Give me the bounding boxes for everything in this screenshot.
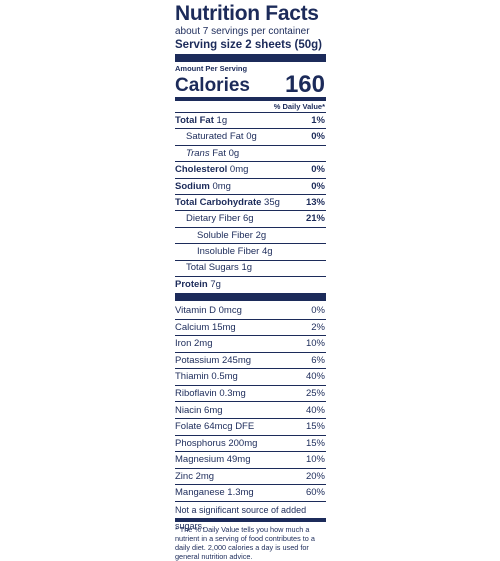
nutrient-name: Soluble Fiber (197, 229, 253, 241)
nutrient-row-sodium: Sodium 0mg 0% (175, 177, 326, 194)
nutrient-amount: 0mg (212, 180, 231, 192)
daily-value-footnote: * The % Daily Value tells you how much a… (175, 525, 315, 561)
vitamin-row: Magnesium 49mg 10% (175, 451, 326, 468)
nutrient-row-total-carbohydrate: Total Carbohydrate 35g 13% (175, 193, 326, 210)
vitamin-dv: 6% (311, 354, 325, 366)
vitamin-dv: 60% (305, 487, 325, 499)
nutrient-name: Total Carbohydrate (175, 196, 262, 208)
thick-divider (175, 292, 326, 301)
nutrient-row-total-fat: Total Fat 1g 1% (175, 112, 326, 128)
vitamin-dv: 15% (305, 437, 325, 449)
added-sugars-note: Not a significant source of added sugars… (175, 501, 326, 531)
daily-value-header: % Daily Value* (273, 102, 325, 111)
nutrient-row-saturated-fat: Saturated Fat 0g 0% (175, 128, 326, 144)
vitamin-name: Potassium 245mg (175, 354, 252, 366)
nutrient-name: Total Fat (175, 114, 214, 126)
vitamin-name: Phosphorus 200mg (175, 437, 258, 449)
vitamin-row: Folate 64mcg DFE 15% (175, 418, 326, 435)
nutrient-row-trans-fat: Trans Fat 0g (175, 144, 326, 161)
vitamin-dv: 25% (305, 387, 325, 399)
servings-per-container: about 7 servings per container (175, 26, 310, 37)
nutrient-amount: 7g (210, 279, 221, 291)
vitamin-row: Vitamin D 0mcg 0% (175, 303, 326, 319)
nutrient-dv: 1% (311, 114, 325, 126)
nutrient-amount: Fat 0g (212, 147, 240, 159)
vitamin-name: Magnesium 49mg (175, 454, 251, 466)
nutrient-name: Insoluble Fiber (197, 246, 260, 258)
vitamin-dv: 40% (305, 371, 325, 383)
vitamin-dv: 2% (311, 321, 325, 333)
vitamin-name: Folate 64mcg DFE (175, 421, 255, 433)
calories-value: 160 (284, 71, 325, 98)
nutrient-amount: 4g (261, 246, 273, 258)
nutrient-dv: 13% (305, 196, 325, 208)
nutrient-name: Sodium (175, 180, 210, 192)
vitamin-row: Iron 2mg 10% (175, 335, 326, 352)
nutrient-amount: 0mg (229, 164, 249, 176)
vitamins-list: Vitamin D 0mcg 0% Calcium 15mg 2% Iron 2mg 10… (175, 303, 326, 501)
nutrient-name: Total Sugars (186, 262, 239, 274)
vitamin-name: Iron 2mg (175, 338, 213, 350)
serving-size: Serving size 2 sheets (50g) (175, 39, 323, 51)
vitamin-name: Thiamin 0.5mg (175, 371, 238, 383)
vitamin-row: Niacin 6mg 40% (175, 401, 326, 418)
vitamin-row: Phosphorus 200mg 15% (175, 434, 326, 452)
label-title: Nutrition Facts (175, 2, 319, 25)
nutrient-row-protein: Protein 7g (175, 275, 326, 293)
nutrient-amount: 0g (246, 131, 257, 143)
vitamin-name: Riboflavin 0.3mg (175, 387, 246, 399)
calories-label: Calories (175, 75, 250, 96)
vitamin-row: Riboflavin 0.3mg 25% (175, 384, 326, 402)
nutrient-dv: 0% (311, 131, 325, 143)
vitamin-name: Niacin 6mg (175, 404, 223, 416)
nutrient-row-cholesterol: Cholesterol 0mg 0% (175, 161, 326, 177)
nutrient-dv: 0% (311, 180, 325, 192)
amount-per-serving: Amount Per Serving (175, 64, 248, 73)
vitamin-dv: 20% (305, 470, 325, 482)
nutrient-amount: 2g (255, 229, 267, 241)
nutrient-name: Dietary Fiber (186, 213, 241, 225)
nutrient-row-insoluble-fiber: Insoluble Fiber 4g (175, 243, 326, 259)
nutrient-name: Protein (175, 279, 208, 291)
nutrient-row-dietary-fiber: Dietary Fiber 6g 21% (175, 210, 326, 226)
nutrient-name: Trans (186, 147, 210, 159)
nutrient-amount: 1g (216, 114, 228, 126)
nutrient-dv: 21% (305, 213, 325, 225)
vitamin-dv: 10% (305, 338, 325, 350)
nutrient-amount: 6g (243, 213, 254, 225)
nutrient-dv: 0% (311, 164, 325, 176)
vitamin-dv: 40% (305, 404, 325, 416)
vitamin-dv: 15% (305, 421, 325, 433)
vitamin-row: Potassium 245mg 6% (175, 351, 326, 369)
vitamin-dv: 0% (311, 304, 325, 316)
vitamin-name: Calcium 15mg (175, 321, 236, 333)
nutrient-name: Saturated Fat (186, 131, 244, 143)
vitamin-row: Zinc 2mg 20% (175, 467, 326, 485)
medium-divider (175, 97, 326, 101)
vitamin-row: Manganese 1.3mg 60% (175, 484, 326, 501)
nutrient-name: Cholesterol (175, 164, 228, 176)
thick-divider (175, 54, 326, 62)
nutrient-row-total-sugars: Total Sugars 1g (175, 259, 326, 276)
nutrient-row-soluble-fiber: Soluble Fiber 2g (175, 226, 326, 243)
calories-row: Calories 160 (175, 71, 326, 98)
nutrient-amount: 1g (241, 262, 253, 274)
vitamin-name: Zinc 2mg (175, 470, 215, 482)
nutrient-amount: 35g (264, 196, 280, 208)
vitamin-row: Thiamin 0.5mg 40% (175, 368, 326, 385)
nutrition-facts-label: Nutrition Facts about 7 servings per con… (173, 0, 328, 561)
vitamin-dv: 10% (305, 454, 325, 466)
vitamin-row: Calcium 15mg 2% (175, 318, 326, 336)
vitamin-name: Manganese 1.3mg (175, 487, 254, 499)
vitamin-name: Vitamin D 0mcg (175, 304, 242, 316)
